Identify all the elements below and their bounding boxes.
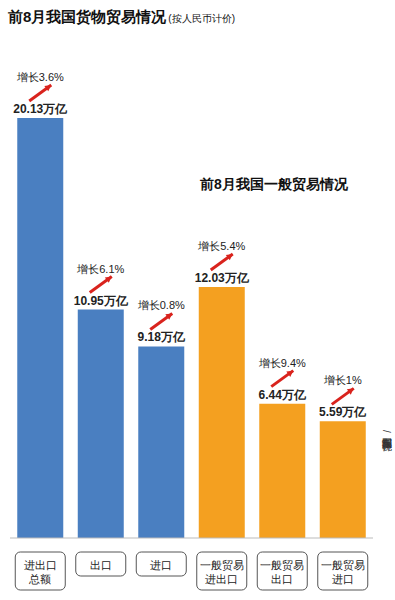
svg-text:12.03万亿: 12.03万亿 bbox=[195, 271, 250, 285]
svg-text:一般贸易出口: 一般贸易出口 bbox=[260, 559, 304, 585]
html-text:前8月我国货物贸易情况(按人民币计价): 前8月我国货物贸易情况(按人民币计价) bbox=[8, 8, 235, 25]
svg-text:增长6.1%: 增长6.1% bbox=[76, 263, 124, 275]
svg-text:进口: 进口 bbox=[150, 559, 172, 571]
svg-text:增长5.4%: 增长5.4% bbox=[197, 240, 245, 252]
svg-text:出口: 出口 bbox=[90, 559, 112, 571]
svg-text:一般贸易进出口: 一般贸易进出口 bbox=[200, 559, 244, 585]
svg-text:一般贸易进口: 一般贸易进口 bbox=[321, 559, 365, 585]
svg-text:增长0.8%: 增长0.8% bbox=[137, 299, 185, 311]
svg-text:9.18万亿: 9.18万亿 bbox=[138, 330, 186, 344]
svg-text:增长9.4%: 增长9.4% bbox=[258, 357, 306, 369]
svg-text:10.95万亿: 10.95万亿 bbox=[74, 294, 129, 308]
html-text:前8月我国一般贸易情况: 前8月我国一般贸易情况 bbox=[200, 176, 348, 192]
html-text:新京报制图/许骁: 新京报制图/许骁 bbox=[381, 430, 392, 433]
svg-text:增长1%: 增长1% bbox=[323, 374, 362, 386]
svg-text:进出口总额: 进出口总额 bbox=[24, 559, 57, 585]
svg-text:20.13万亿: 20.13万亿 bbox=[13, 102, 68, 116]
svg-text:增长3.6%: 增长3.6% bbox=[16, 71, 64, 83]
svg-text:6.44万亿: 6.44万亿 bbox=[259, 388, 307, 402]
svg-text:5.59万亿: 5.59万亿 bbox=[319, 405, 367, 419]
